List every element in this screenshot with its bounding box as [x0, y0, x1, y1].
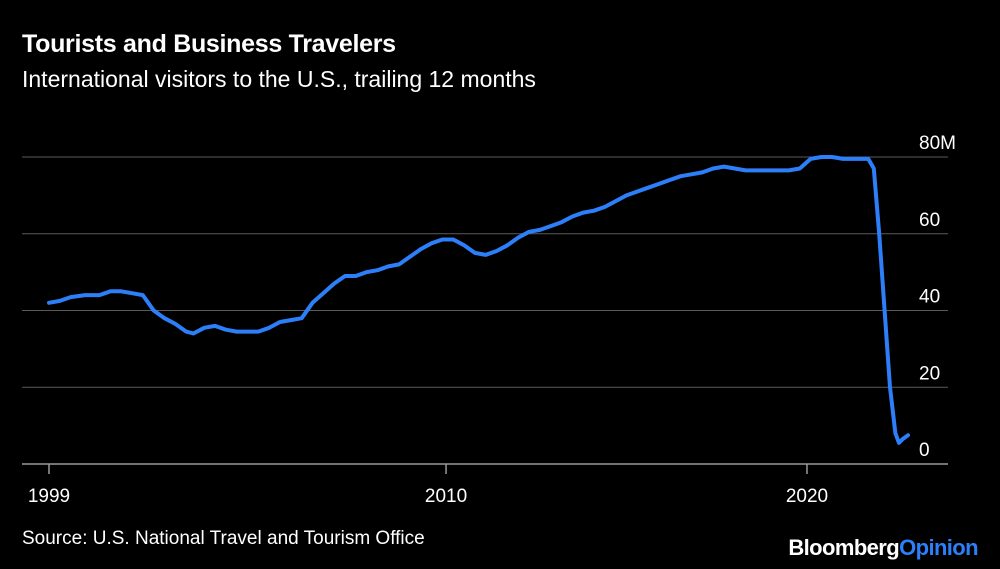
x-tick-label: 2020 — [786, 486, 828, 507]
source-note: Source: U.S. National Travel and Tourism… — [22, 528, 425, 549]
x-tick-label: 2010 — [425, 486, 467, 507]
y-axis-labels: 0 20 40 60 80M — [919, 133, 956, 461]
y-tick-label: 0 — [919, 440, 930, 461]
y-tick-label: 60 — [919, 210, 940, 231]
brand-primary: Bloomberg — [788, 535, 900, 560]
series-layer — [47, 155, 910, 445]
y-tick-label: 20 — [919, 363, 940, 384]
y-tick-label: 80M — [919, 133, 956, 154]
brand-logo: BloombergOpinion — [788, 535, 978, 561]
gridlines — [22, 156, 948, 465]
x-tick-label: 1999 — [28, 486, 70, 507]
brand-secondary: Opinion — [899, 535, 979, 560]
chart-title: Tourists and Business Travelers — [22, 30, 396, 58]
y-tick-label: 40 — [919, 287, 940, 308]
series-line — [47, 155, 910, 445]
x-axis: 1999 2010 2020 — [28, 464, 828, 507]
chart-subtitle: International visitors to the U.S., trai… — [22, 66, 536, 92]
